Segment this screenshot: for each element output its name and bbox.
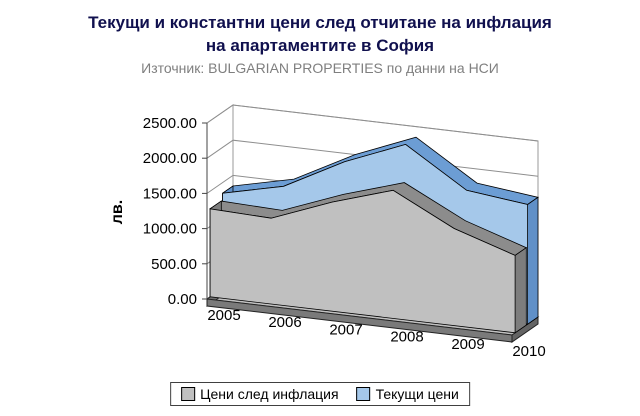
legend-label-current-prices: Текущи цени xyxy=(375,386,459,402)
y-tick-label: 500.00 xyxy=(151,256,197,273)
legend-entry-constant-prices: Цени след инфлация xyxy=(181,386,339,402)
legend-swatch-blue xyxy=(356,387,371,401)
y-tick-label: 1000.00 xyxy=(143,221,197,238)
x-tick-label: 2005 xyxy=(207,307,240,324)
chart-title-line1: Текущи и константни цени след отчитане н… xyxy=(88,13,552,32)
x-tick-label: 2009 xyxy=(451,336,484,353)
y-tick-label: 0.00 xyxy=(168,291,197,308)
chart-title: Текущи и константни цени след отчитане н… xyxy=(0,0,640,57)
legend-swatch-gray xyxy=(181,387,196,401)
series-1-right-face xyxy=(527,196,539,325)
x-tick-label: 2010 xyxy=(512,343,545,360)
x-tick-label: 2006 xyxy=(268,314,301,331)
chart-subtitle: Източник: BULGARIAN PROPERTIES по данни … xyxy=(141,60,499,76)
x-tick-label: 2007 xyxy=(329,321,362,338)
gridline xyxy=(206,104,539,142)
legend-entry-current-prices: Текущи цени xyxy=(356,386,459,402)
y-axis-title: лв. xyxy=(109,200,126,224)
x-tick-label: 2008 xyxy=(390,329,423,346)
y-tick-label: 2000.00 xyxy=(143,150,197,167)
legend-label-constant-prices: Цени след инфлация xyxy=(200,386,339,402)
chart-title-line2: на апартаментите в София xyxy=(205,36,435,55)
series-0-right-face xyxy=(514,246,527,334)
y-tick-label: 1500.00 xyxy=(143,185,197,202)
legend: Цени след инфлация Текущи цени xyxy=(170,382,470,406)
series-0-front-face xyxy=(209,189,516,334)
floor-front-side xyxy=(206,298,513,343)
y-tick-label: 2500.00 xyxy=(143,115,197,132)
